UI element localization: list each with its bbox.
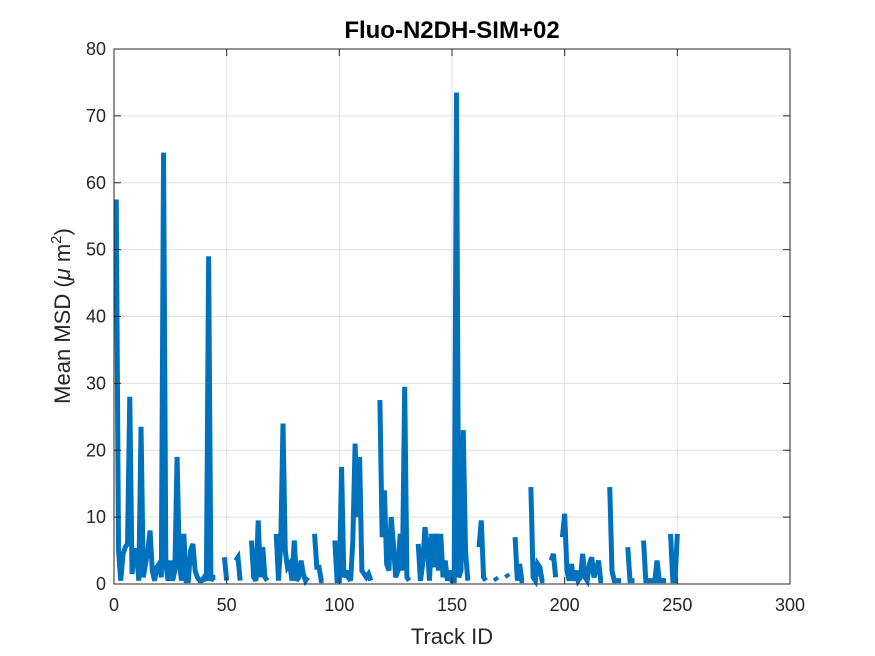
y-axis-label-exponent: 2 bbox=[48, 235, 65, 243]
y-tick-label: 30 bbox=[86, 373, 106, 393]
series-line-segment bbox=[548, 553, 559, 578]
y-tick-label: 0 bbox=[96, 574, 106, 594]
series-line-segment bbox=[559, 513, 604, 588]
series-line-segment bbox=[332, 443, 374, 584]
series-line-segment bbox=[377, 386, 412, 583]
series-line-segment bbox=[248, 520, 270, 583]
series-line-segment bbox=[607, 486, 621, 584]
series-line-segment bbox=[113, 152, 216, 584]
x-tick-label: 250 bbox=[662, 595, 692, 615]
y-tick-label: 10 bbox=[86, 507, 106, 527]
series-line-segment bbox=[668, 533, 680, 584]
series-line-segment bbox=[415, 92, 471, 584]
x-tick-label: 50 bbox=[217, 595, 237, 615]
x-tick-label: 300 bbox=[775, 595, 805, 615]
x-tick-label: 200 bbox=[550, 595, 580, 615]
y-tick-label: 80 bbox=[86, 39, 106, 59]
y-axis-label-unit: m bbox=[50, 244, 75, 268]
y-tick-label: 70 bbox=[86, 106, 106, 126]
y-tick-label: 40 bbox=[86, 307, 106, 327]
x-tick-label: 0 bbox=[109, 595, 119, 615]
series-line-segment bbox=[221, 557, 230, 581]
x-tick-label: 150 bbox=[437, 595, 467, 615]
chart-title: Fluo-N2DH-SIM+02 bbox=[344, 17, 559, 44]
series-line-segment bbox=[273, 423, 310, 587]
series-line-segment bbox=[641, 540, 667, 584]
series-line-segment bbox=[492, 575, 500, 583]
x-axis-ticks: 0 50 100 150 200 250 300 bbox=[109, 49, 805, 615]
y-tick-label: 60 bbox=[86, 173, 106, 193]
x-axis-label: Track ID bbox=[411, 624, 493, 649]
y-axis-label-main: Mean MSD ( bbox=[50, 280, 75, 404]
series-line-segment bbox=[233, 550, 243, 581]
series-line-segment bbox=[476, 520, 488, 583]
y-tick-label: 50 bbox=[86, 240, 106, 260]
y-axis-label-close: ) bbox=[50, 228, 75, 235]
series-line-segment bbox=[528, 486, 545, 588]
y-tick-label: 20 bbox=[86, 440, 106, 460]
x-tick-label: 100 bbox=[324, 595, 354, 615]
series-line-segment bbox=[312, 533, 324, 584]
y-axis-label: Mean MSD (μ m2) bbox=[48, 228, 75, 404]
series-line-segment bbox=[512, 537, 525, 584]
y-axis-label-mu: μ bbox=[50, 268, 75, 281]
plot-area bbox=[113, 92, 680, 588]
y-axis-ticks: 0 10 20 30 40 50 60 70 80 bbox=[86, 39, 790, 594]
series-line-segment bbox=[625, 547, 635, 584]
series-line-segment bbox=[504, 572, 511, 579]
